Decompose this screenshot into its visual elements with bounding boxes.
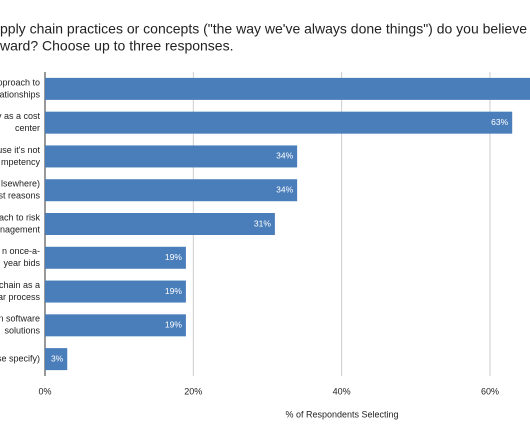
chart-title: ward? Choose up to three responses. — [0, 38, 233, 54]
y-tick-label: use it's not — [0, 145, 40, 155]
bar — [45, 179, 298, 202]
value-label: 34% — [276, 184, 293, 194]
value-label: 34% — [276, 151, 293, 161]
y-tick-label: year bids — [3, 258, 40, 268]
x-axis-label: % of Respondents Selecting — [285, 409, 398, 419]
x-tick-label: 40% — [333, 386, 351, 396]
y-tick-label: n software — [0, 314, 40, 324]
y-tick-label: y as a cost — [0, 111, 40, 121]
bar — [45, 246, 186, 269]
value-label: 19% — [165, 286, 182, 296]
x-tick-label: 60% — [481, 386, 499, 396]
value-label: 31% — [254, 218, 271, 228]
bar — [45, 348, 68, 371]
x-tick-label: 20% — [184, 386, 202, 396]
value-label: 3% — [51, 353, 64, 363]
y-tick-label: solutions — [4, 326, 40, 336]
bar — [45, 213, 275, 235]
y-tick-label: mpetency — [1, 157, 41, 167]
value-label: 63% — [491, 117, 508, 127]
y-tick-label: lsewhere) — [1, 179, 40, 189]
y-tick-label: chain as a — [0, 280, 40, 290]
x-tick-label: 0% — [38, 386, 51, 396]
plot-area — [44, 72, 530, 376]
bar — [45, 77, 530, 100]
bar — [45, 111, 513, 134]
y-tick-label: ar process — [0, 292, 40, 302]
y-tick-label: ach to risk — [0, 212, 40, 222]
bar — [45, 145, 298, 168]
y-tick-label: pproach to — [0, 77, 40, 87]
y-tick-label: lationships — [0, 89, 40, 99]
value-label: 19% — [165, 320, 182, 330]
y-tick-label: center — [15, 123, 40, 133]
bar — [45, 314, 186, 337]
y-tick-label: n once-a- — [2, 246, 40, 256]
value-label: 19% — [165, 252, 182, 262]
bar — [45, 280, 186, 303]
chart-title: pply chain practices or concepts ("the w… — [0, 21, 530, 37]
y-tick-label: nagement — [0, 224, 40, 234]
y-tick-label: st reasons — [0, 191, 40, 201]
y-tick-label: se specify) — [0, 353, 40, 363]
